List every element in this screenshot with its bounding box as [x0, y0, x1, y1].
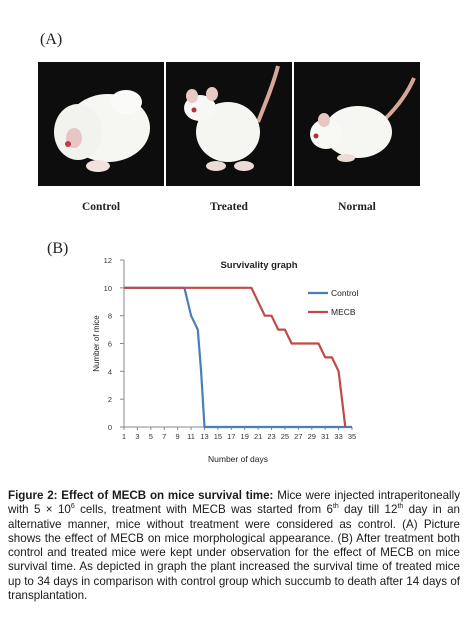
caption-text-1: Mice were injected intraperitoneally wit… [8, 489, 460, 517]
normal-photo-label: Normal [338, 201, 376, 213]
x-tick-label: 3 [135, 432, 139, 441]
x-tick-label: 27 [294, 432, 302, 441]
x-tick-label: 31 [321, 432, 329, 441]
caption-sup-3: th [397, 503, 404, 511]
legend-label-mecb: MECB [331, 307, 356, 317]
y-tick-label: 4 [108, 367, 112, 376]
x-tick-label: 11 [187, 432, 195, 441]
x-tick-label: 5 [149, 432, 153, 441]
caption-text-2: cells, treatment with MECB was started f… [74, 503, 333, 517]
chart-series [124, 286, 352, 429]
chart-title: Survivality graph [220, 260, 297, 271]
x-tick-label: 33 [334, 432, 342, 441]
y-tick-label: 8 [108, 312, 112, 321]
x-tick-label: 35 [348, 432, 356, 441]
x-axis-title: Number of days [208, 454, 268, 464]
caption-text-3: day till 12 [338, 503, 398, 517]
chart-axes [120, 259, 353, 430]
legend-label-control: Control [331, 288, 359, 298]
series-line-control [124, 286, 352, 429]
x-tick-label: 15 [214, 432, 222, 441]
figure-caption: Figure 2: Effect of MECB on mice surviva… [8, 489, 460, 603]
control-photo-label: Control [81, 201, 121, 213]
x-tick-label: 7 [162, 432, 166, 441]
y-tick-label: 0 [108, 423, 112, 432]
caption-sup-2: th [332, 503, 339, 511]
caption-text-4: day in an alternative manner, mice witho… [8, 503, 461, 603]
x-tick-label: 29 [308, 432, 316, 441]
normal-mouse-photo [294, 62, 420, 186]
x-tick-label: 23 [267, 432, 275, 441]
panel-a-label: (A) [40, 31, 63, 48]
panel-b-label: (B) [47, 240, 69, 257]
x-tick-label: 25 [281, 432, 289, 441]
x-tick-label: 13 [200, 432, 208, 441]
x-tick-label: 1 [122, 432, 126, 441]
y-tick-label: 10 [104, 284, 112, 293]
treated-mouse-photo [166, 62, 292, 186]
treated-photo-label: Treated [210, 201, 248, 213]
y-tick-label: 12 [104, 256, 112, 265]
y-axis-title: Number of mice [92, 315, 101, 372]
control-mouse-photo [38, 62, 164, 186]
y-tick-label: 2 [108, 395, 112, 404]
figure-label: Figure 2: Effect of MECB on mice surviva… [8, 489, 274, 502]
x-tick-label: 9 [176, 432, 180, 441]
series-line-mecb [124, 286, 347, 428]
x-tick-label: 21 [254, 432, 262, 441]
y-tick-label: 6 [108, 340, 112, 349]
x-tick-label: 17 [227, 432, 235, 441]
caption-sup-1: 6 [70, 503, 75, 511]
x-tick-label: 19 [241, 432, 249, 441]
